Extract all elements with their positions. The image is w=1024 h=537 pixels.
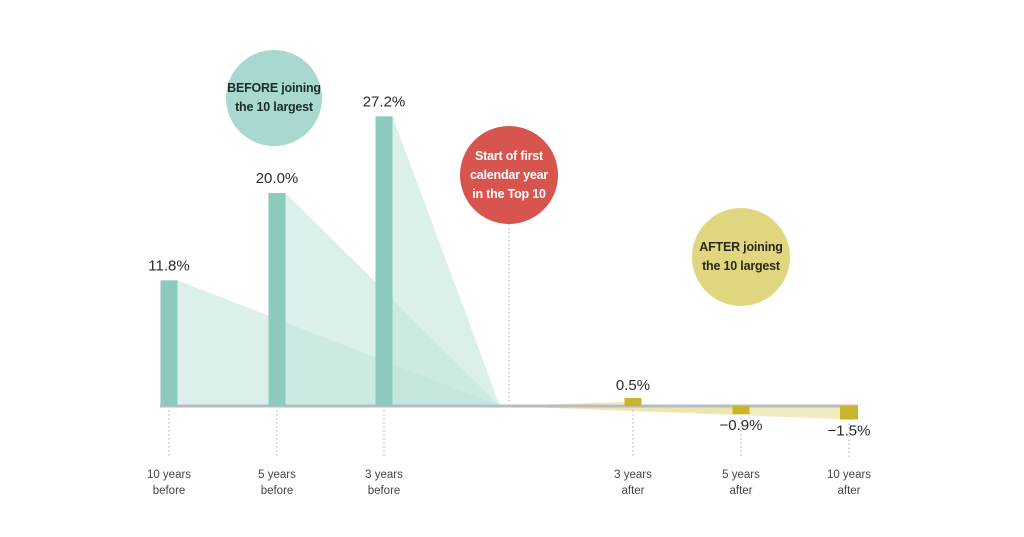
tick-label-line2: after bbox=[729, 485, 752, 497]
after-annotation-line2: the 10 largest bbox=[702, 259, 780, 273]
start-annotation-line1: Start of first bbox=[474, 148, 544, 163]
value-label: 27.2% bbox=[363, 93, 406, 110]
bar bbox=[732, 406, 750, 415]
trend-fill-2 bbox=[375, 116, 500, 406]
value-label: −0.9% bbox=[720, 417, 763, 434]
tick-label-line2: before bbox=[368, 485, 401, 497]
tick-label-line1: 3 years bbox=[365, 469, 403, 481]
before-annotation-bubble: BEFORE joining the 10 largest bbox=[226, 50, 322, 146]
bar bbox=[624, 398, 642, 406]
tick-label-line1: 3 years bbox=[614, 469, 652, 481]
before-annotation-line1: BEFORE joining bbox=[227, 81, 321, 95]
after-annotation-line1: AFTER joining bbox=[699, 240, 783, 254]
bars bbox=[160, 116, 858, 420]
start-annotation-bubble: Start of first calendar year in the Top … bbox=[460, 126, 558, 224]
after-annotation-bubble: AFTER joining the 10 largest bbox=[692, 208, 790, 306]
value-label: 0.5% bbox=[616, 377, 650, 394]
start-annotation-line3: in the Top 10 bbox=[472, 186, 546, 201]
value-label: 11.8% bbox=[148, 257, 189, 274]
tick-guides bbox=[168, 410, 850, 458]
trend-fill-5 bbox=[500, 406, 849, 420]
bar bbox=[840, 406, 858, 420]
before-annotation-line2: the 10 largest bbox=[235, 100, 313, 114]
tick-label-line1: 5 years bbox=[722, 469, 760, 481]
bar bbox=[375, 116, 393, 406]
bar bbox=[160, 280, 178, 406]
start-annotation-line2: calendar year bbox=[469, 167, 548, 182]
value-label: −1.5% bbox=[828, 423, 871, 440]
tick-label-line2: after bbox=[837, 485, 860, 497]
tick-labels: 10 years before 5 years before 3 years before… bbox=[147, 469, 871, 497]
bar bbox=[268, 193, 286, 406]
tick-label-line1: 10 years bbox=[147, 469, 191, 481]
tick-label-line2: before bbox=[261, 485, 294, 497]
tick-label-line2: after bbox=[621, 485, 644, 497]
value-label: 20.0% bbox=[256, 170, 299, 187]
value-labels: 11.8% 20.0% 27.2% 0.5% −0.9% −1.5% bbox=[148, 93, 870, 439]
tick-label-line1: 10 years bbox=[827, 469, 871, 481]
tick-label-line2: before bbox=[153, 485, 186, 497]
tick-label-line1: 5 years bbox=[258, 469, 296, 481]
